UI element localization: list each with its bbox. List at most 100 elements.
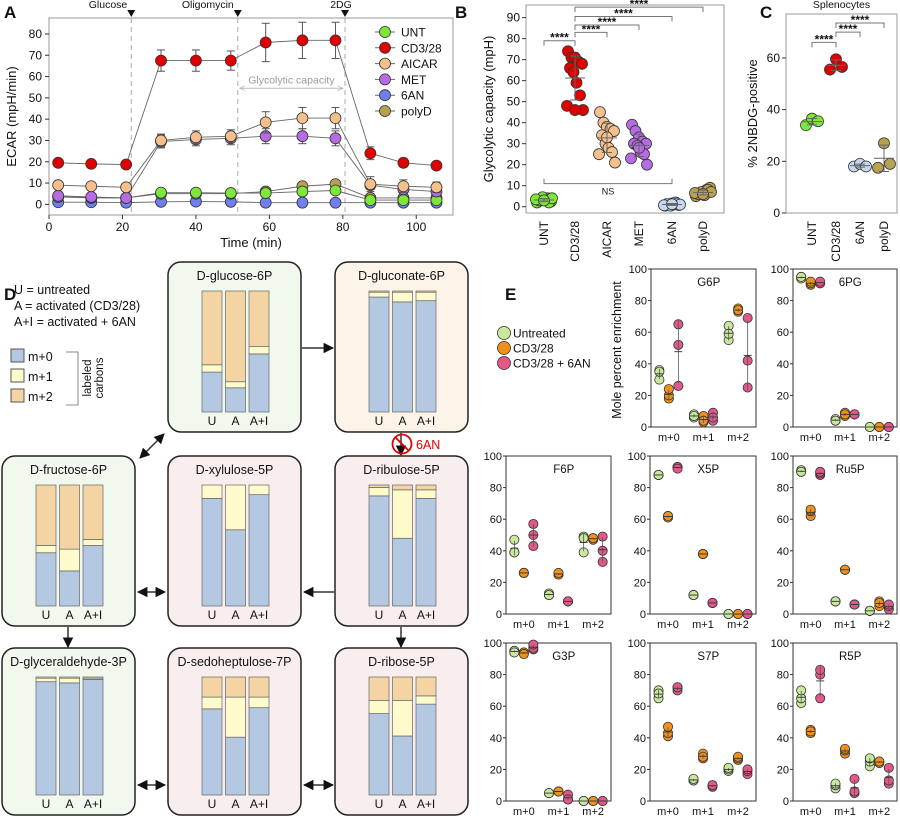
- x-tick-label: m+0: [657, 619, 679, 631]
- x-tick-label: UNT: [537, 220, 551, 245]
- stacked-bar-segment: [225, 676, 246, 698]
- legend-bracket: [66, 351, 79, 406]
- stacked-bar-segment: [392, 484, 413, 491]
- stacked-bar-segment: [392, 291, 413, 303]
- y-tick-label: 60: [29, 70, 43, 84]
- chart-title: Splenocytes: [813, 0, 870, 11]
- x-tick-label: 6AN: [665, 221, 679, 244]
- bar-label: A: [231, 797, 239, 811]
- significance-bracket: [574, 16, 673, 22]
- significance-label: ****: [598, 15, 617, 29]
- data-point: [190, 131, 202, 144]
- y-tick-label: 80: [507, 32, 521, 46]
- data-point: [120, 192, 133, 204]
- data-point: [625, 152, 637, 165]
- data-point: [259, 36, 272, 49]
- stacked-bar-segment: [82, 484, 104, 540]
- stacked-bar-segment: [368, 291, 390, 298]
- stacked-bar-segment: [59, 548, 80, 572]
- data-point: [364, 147, 377, 160]
- stacked-bar-segment: [59, 484, 80, 550]
- stacked-bar-segment: [201, 497, 223, 607]
- significance-bracket: [543, 178, 673, 185]
- x-tick-label: m+0: [800, 619, 822, 631]
- stacked-bar-segment: [248, 353, 270, 413]
- data-point: [85, 157, 98, 170]
- bar-label: U: [375, 414, 384, 428]
- key-text: U = untreated: [14, 283, 90, 297]
- bar-label: A+I: [84, 797, 102, 811]
- y-tick-label: 40: [634, 733, 646, 745]
- y-tick-label: 80: [490, 483, 502, 495]
- y-tick-label: 80: [777, 483, 789, 495]
- stacked-bar-segment: [225, 381, 246, 389]
- legend-label: CD3/28: [401, 41, 442, 55]
- y-tick-label: 100: [771, 451, 789, 463]
- y-tick-label: 70: [29, 48, 43, 62]
- bar-label: U: [208, 608, 217, 622]
- data-point: [574, 89, 586, 102]
- y-tick-label: 0: [496, 609, 502, 621]
- x-tick-label: CD3/28: [829, 221, 843, 262]
- subplot-title: X5P: [697, 464, 719, 476]
- stacked-bar-segment: [415, 497, 437, 607]
- x-tick-label: m+2: [582, 806, 604, 818]
- stacked-bar-segment: [201, 364, 223, 373]
- legend-marker: [497, 356, 511, 370]
- bar-label: A: [65, 608, 73, 622]
- stacked-bar-segment: [82, 539, 104, 546]
- y-tick-label: 40: [634, 546, 646, 558]
- y-tick-label: 80: [777, 670, 789, 682]
- significance-bracket: [835, 22, 885, 29]
- labeled-carbons-label: labeled: [82, 359, 94, 396]
- x-tick-label: m+2: [868, 806, 890, 818]
- x-tick-label: m+2: [868, 619, 890, 631]
- stacked-bar-segment: [225, 484, 246, 531]
- panel-label: A: [4, 3, 16, 22]
- data-point: [85, 180, 98, 193]
- y-tick-label: 40: [767, 103, 781, 117]
- data-point: [688, 773, 699, 784]
- y-tick-label: 60: [635, 327, 647, 339]
- x-tick-label: m+0: [513, 806, 535, 818]
- stacked-bar-segment: [35, 484, 57, 546]
- significance-label: ****: [550, 31, 569, 45]
- y-tick-label: 100: [484, 451, 502, 463]
- y-tick-label: 10: [29, 176, 43, 190]
- stacked-bar-segment: [225, 387, 246, 413]
- data-point: [884, 157, 896, 170]
- y-tick-label: 80: [490, 670, 502, 682]
- panel-label: D: [4, 285, 16, 304]
- x-tick-label: UNT: [805, 220, 819, 245]
- y-axis-label: Glycolytic capacity (mpH): [481, 36, 496, 183]
- injection-marker: [127, 10, 136, 17]
- stacked-bar-segment: [392, 537, 413, 607]
- y-tick-label: 40: [490, 546, 502, 558]
- significance-label: ****: [839, 22, 858, 36]
- stacked-bar-segment: [225, 529, 246, 607]
- stacked-bar-segment: [368, 290, 390, 293]
- x-tick-label: 100: [406, 220, 426, 234]
- stacked-bar-segment: [392, 676, 413, 701]
- data-point: [815, 276, 826, 287]
- data-point: [567, 66, 580, 79]
- data-point: [397, 194, 410, 206]
- glycolytic-capacity-label: Glycolytic capacity: [248, 74, 335, 86]
- x-tick-label: m+1: [834, 619, 856, 631]
- x-tick-label: m+2: [582, 619, 604, 631]
- data-point: [594, 106, 606, 119]
- stacked-bar-segment: [82, 679, 104, 796]
- legend-marker: [379, 26, 391, 38]
- y-tick-label: 0: [773, 206, 780, 220]
- significance-bracket: [835, 31, 861, 38]
- y-tick-label: 0: [783, 796, 789, 808]
- data-point: [296, 112, 309, 124]
- stacked-bar-segment: [415, 489, 437, 499]
- y-tick-label: 60: [767, 51, 781, 65]
- y-tick-label: 80: [634, 483, 646, 495]
- y-tick-label: 20: [767, 154, 781, 168]
- x-tick-label: m+1: [548, 619, 570, 631]
- y-tick-label: 20: [490, 577, 502, 589]
- data-point: [52, 189, 65, 202]
- stacked-bar-segment: [368, 296, 390, 413]
